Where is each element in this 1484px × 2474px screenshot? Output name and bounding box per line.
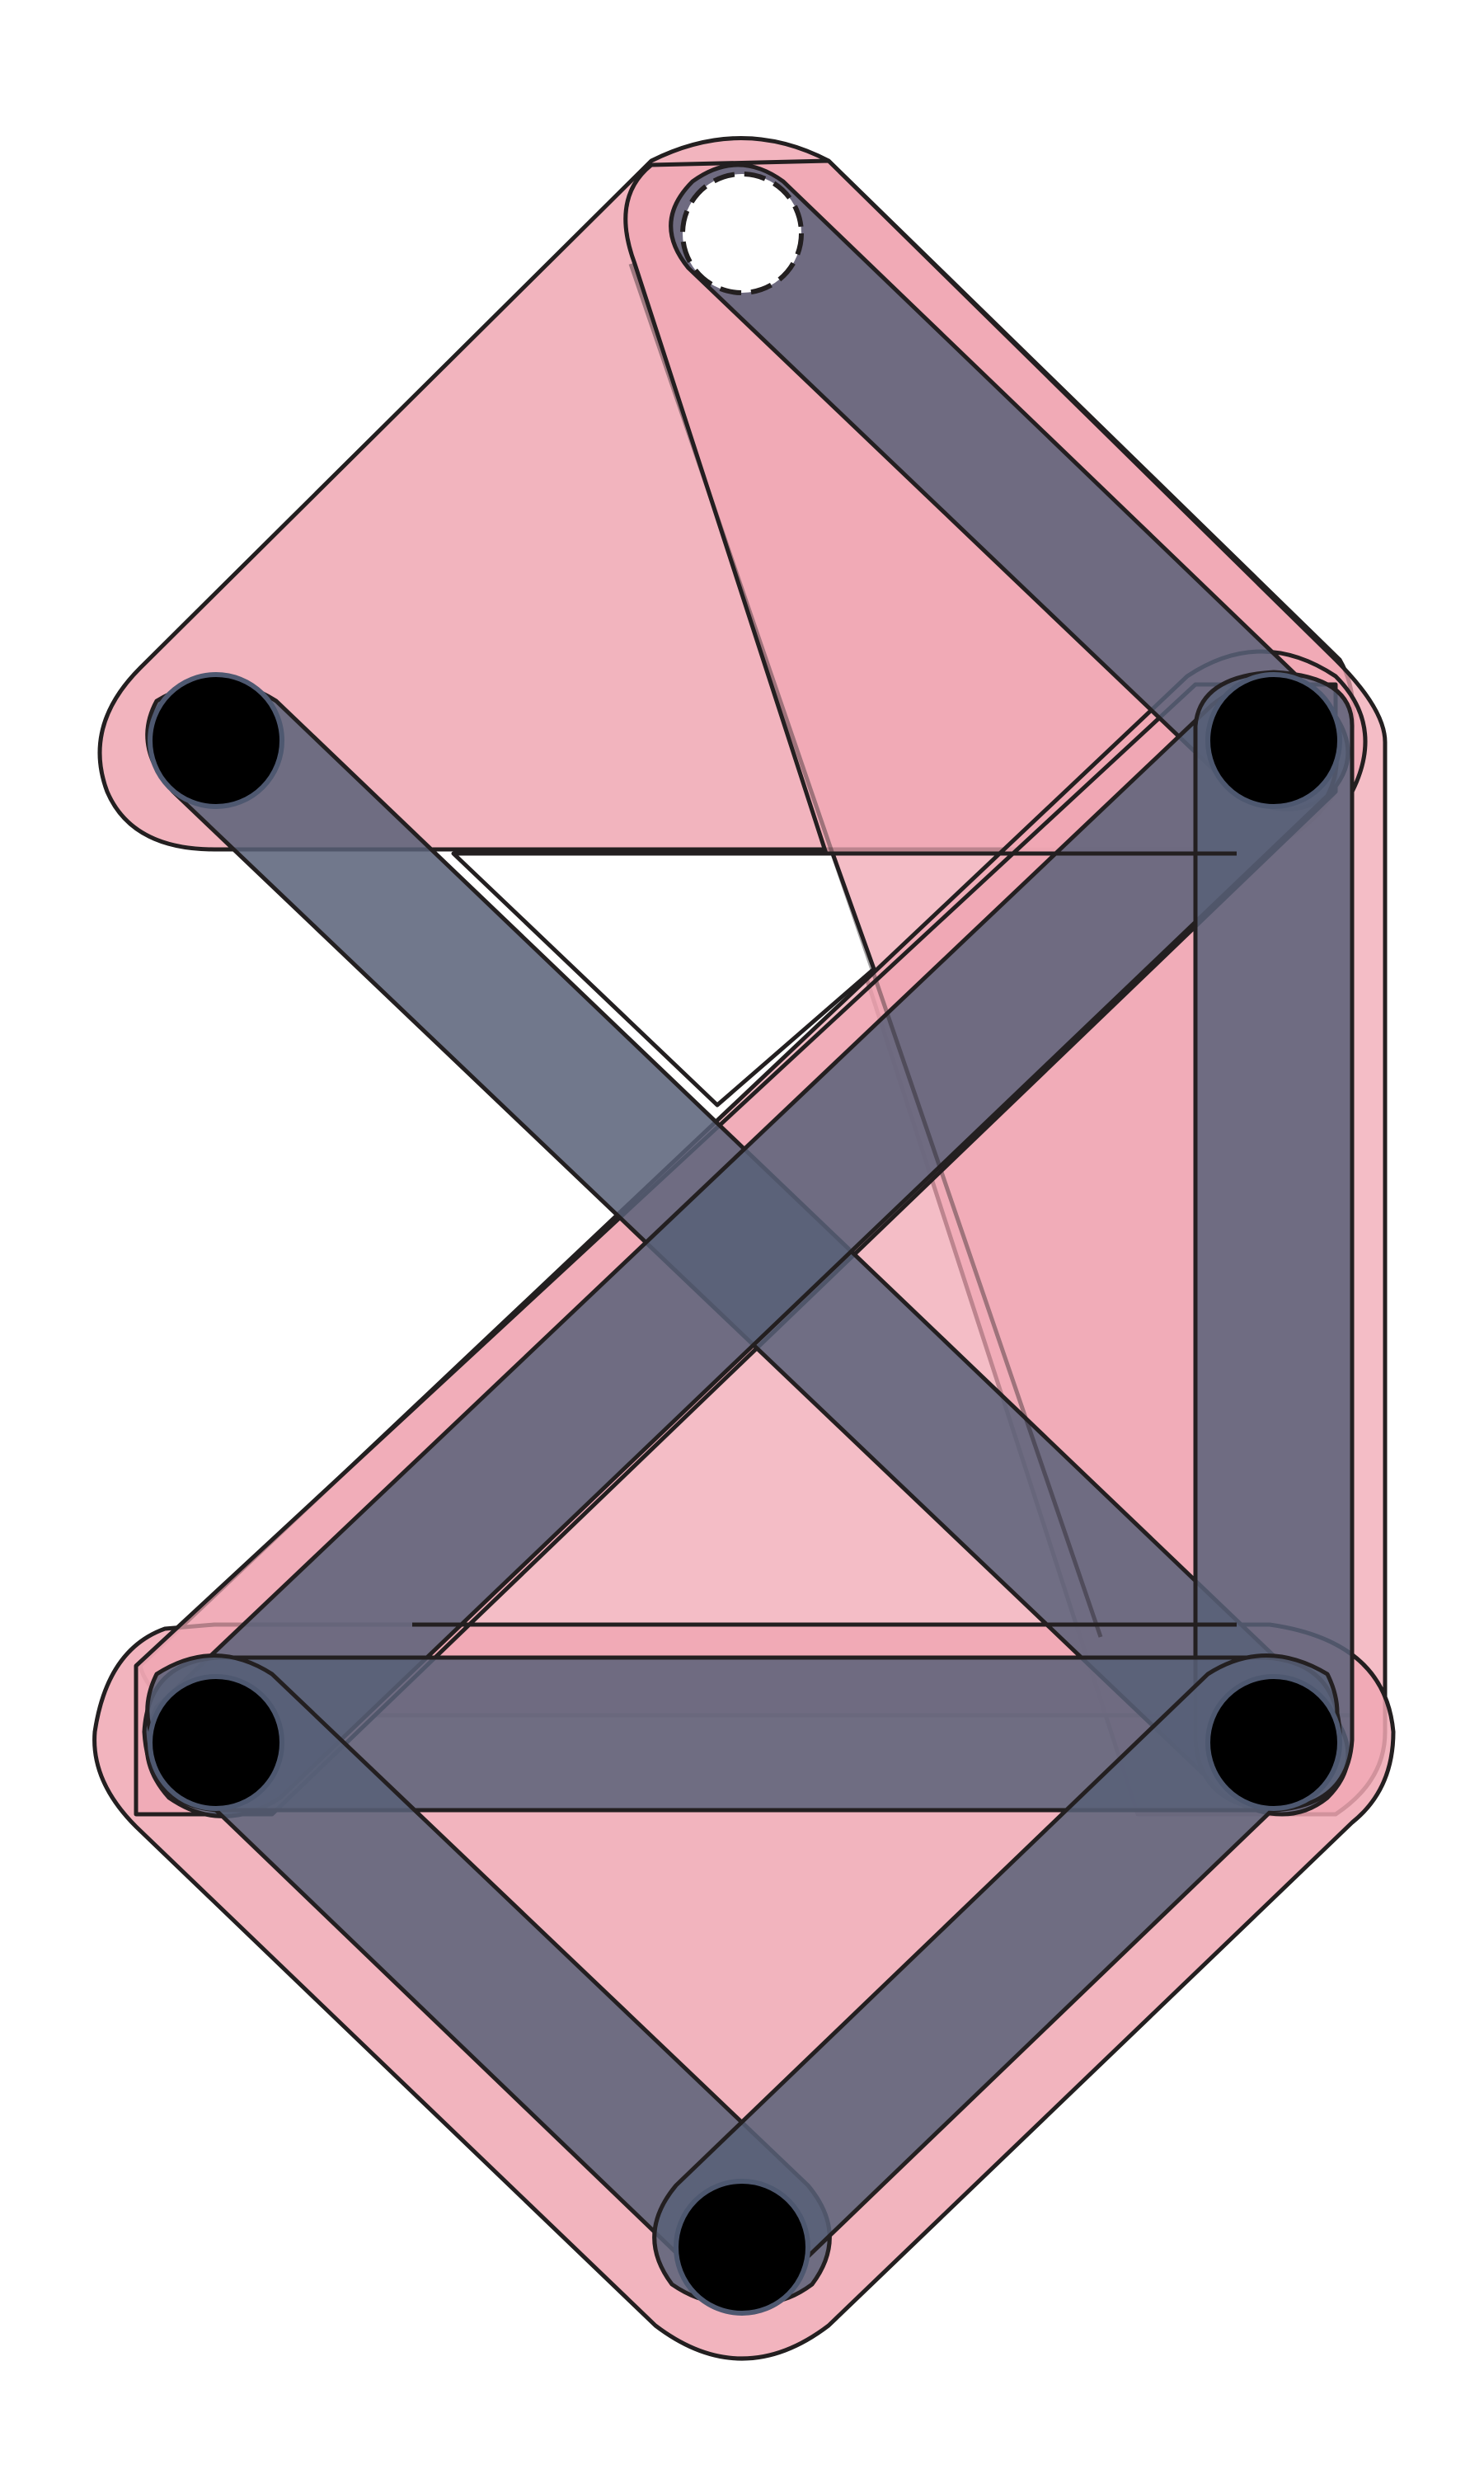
- vertex-left-upper[interactable]: [148, 672, 284, 809]
- guide-line-layer: [412, 263, 1237, 1638]
- edge-layer: [142, 162, 1355, 2305]
- vertex-left-lower[interactable]: [148, 1674, 284, 1811]
- vertex-right-upper[interactable]: [1205, 672, 1342, 809]
- vertex-top[interactable]: [680, 172, 804, 295]
- vertex-bottom[interactable]: [674, 2179, 810, 2316]
- guide-line-top-diagonal: [628, 263, 1103, 1638]
- edge-right-vertical: [1193, 670, 1355, 1813]
- vertex-layer: [148, 172, 1342, 2316]
- vertex-right-lower[interactable]: [1205, 1674, 1342, 1811]
